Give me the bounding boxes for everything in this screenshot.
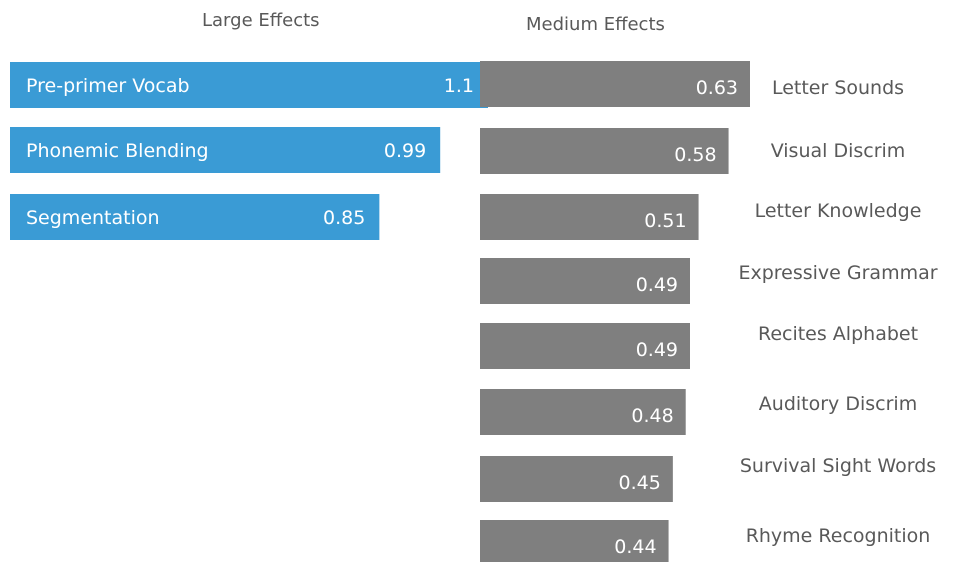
large-effects-title: Large Effects [202,10,320,31]
large-effect-value-label: 0.99 [384,140,426,162]
medium-effect-bar [480,194,699,240]
large-effect-bar [10,194,380,240]
medium-effect-bar [480,456,673,502]
large-effect-category-label: Segmentation [26,207,160,229]
medium-effect-value-label: 0.63 [696,77,738,99]
medium-effects-title: Medium Effects [526,14,665,35]
medium-effect-category-label: Survival Sight Words [740,455,936,477]
medium-effect-value-label: 0.44 [614,536,656,558]
medium-effect-category-label: Expressive Grammar [738,262,937,284]
medium-effect-value-label: 0.58 [674,144,716,166]
medium-effect-category-label: Visual Discrim [771,140,906,162]
medium-effect-bar [480,520,669,562]
medium-effect-value-label: 0.51 [644,210,686,232]
large-effect-value-label: 0.85 [323,207,365,229]
medium-effect-category-label: Rhyme Recognition [746,525,931,547]
large-effect-category-label: Pre-primer Vocab [26,75,190,97]
medium-effect-bar [480,389,686,435]
medium-effect-category-label: Letter Sounds [772,77,904,99]
medium-effect-value-label: 0.45 [619,472,661,494]
large-effect-category-label: Phonemic Blending [26,140,209,162]
large-effect-bar [10,127,441,173]
large-effect-value-label: 1.1 [444,75,474,97]
medium-effect-bar [480,128,729,174]
medium-effect-bar [480,323,690,369]
medium-effect-category-label: Auditory Discrim [759,393,917,415]
large-effect-bar [10,62,488,108]
medium-effect-bar [480,258,690,304]
medium-effect-category-label: Letter Knowledge [755,200,922,222]
medium-effect-value-label: 0.48 [631,405,673,427]
medium-effect-value-label: 0.49 [636,274,678,296]
medium-effect-value-label: 0.49 [636,339,678,361]
medium-effect-category-label: Recites Alphabet [758,323,918,345]
medium-effect-bar [480,61,750,107]
